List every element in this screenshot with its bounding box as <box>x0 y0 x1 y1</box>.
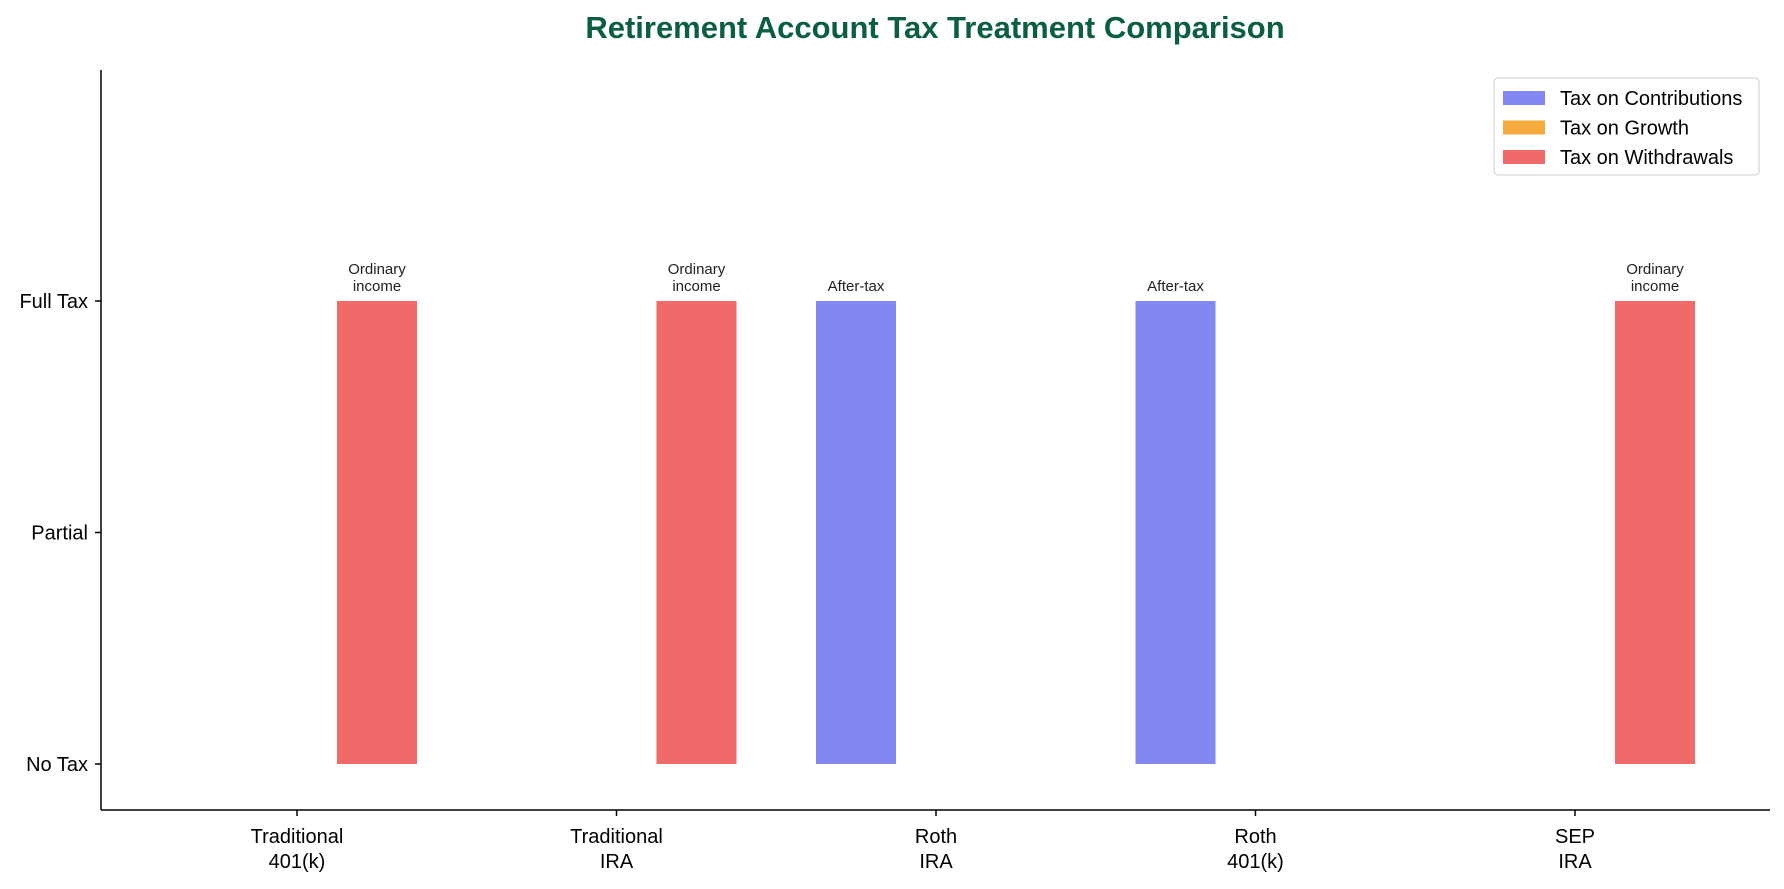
x-tick-label: Traditional <box>570 826 663 848</box>
x-tick-label: IRA <box>1558 851 1592 873</box>
x-tick-label: Roth <box>1234 826 1276 848</box>
legend-label: Tax on Growth <box>1560 118 1689 140</box>
x-tick-label: IRA <box>919 851 953 873</box>
x-tick-label: IRA <box>600 851 634 873</box>
y-tick-label: Partial <box>31 523 88 545</box>
bar-value-label: Ordinary <box>348 261 406 278</box>
legend-swatch <box>1503 91 1545 105</box>
y-tick-label: Full Tax <box>19 291 88 313</box>
bar-tax-on-withdrawals <box>1615 301 1695 764</box>
legend: Tax on Contributions Tax on Growth Tax on … <box>1493 77 1760 176</box>
bar-value-label: Ordinary <box>1626 261 1684 278</box>
bar-value-label: income <box>1631 278 1679 295</box>
legend-label: Tax on Contributions <box>1560 88 1742 110</box>
bar-tax-on-withdrawals <box>337 301 417 764</box>
bar-value-label: income <box>672 278 720 295</box>
legend-label: Tax on Withdrawals <box>1560 147 1733 169</box>
legend-swatch <box>1503 120 1545 135</box>
chart-title: Retirement Account Tax Treatment Compari… <box>585 10 1284 45</box>
bar-value-label: After-tax <box>1147 278 1204 295</box>
x-tick-label: SEP <box>1555 826 1595 848</box>
bar-tax-on-withdrawals <box>656 301 737 764</box>
x-tick-label: 401(k) <box>1227 851 1284 873</box>
plot-area: No Tax Partial Full Tax Traditional 401(k) Tr… <box>19 261 1695 873</box>
bar-value-label: income <box>353 278 401 295</box>
y-tick-label: No Tax <box>26 754 88 776</box>
legend-frame <box>1493 77 1760 176</box>
legend-swatch <box>1503 150 1545 164</box>
x-tick-label: 401(k) <box>269 851 326 873</box>
x-tick-label: Roth <box>915 826 957 848</box>
bar-value-label: After-tax <box>828 278 885 295</box>
bar-tax-on-contributions <box>816 301 896 764</box>
bar-value-label: Ordinary <box>668 261 726 278</box>
x-tick-label: Traditional <box>251 826 344 848</box>
bar-tax-on-contributions <box>1135 301 1216 764</box>
